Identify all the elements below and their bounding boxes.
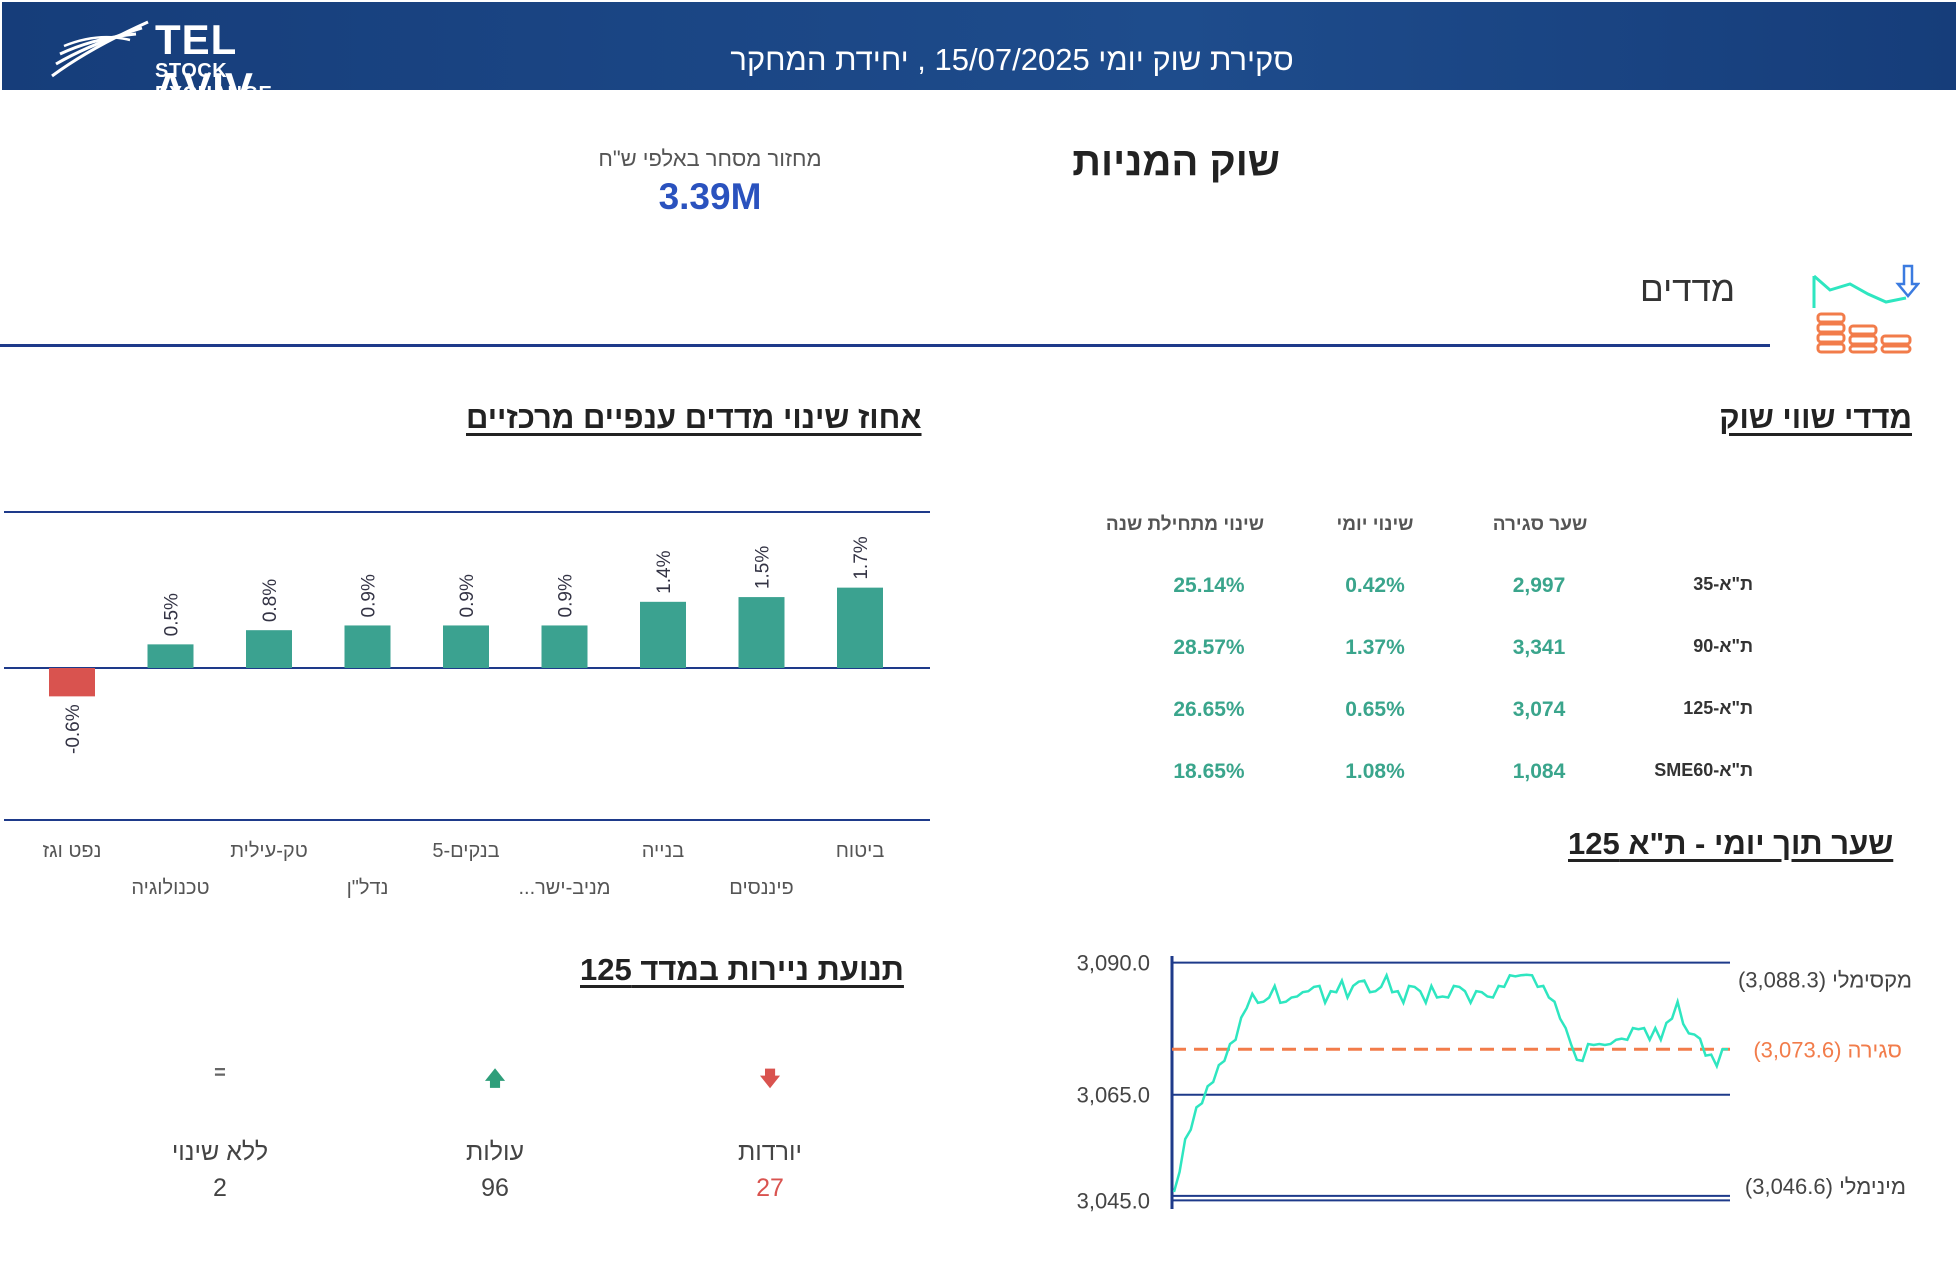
category-label: נדל"ן: [347, 877, 389, 899]
y-tick-label: 3,090.0: [1077, 951, 1150, 976]
sector-bar: [640, 601, 686, 668]
advancers-label: עולות: [465, 1138, 525, 1166]
bar-data-label: 0.5%: [162, 593, 183, 636]
intraday-price-line: [1172, 971, 1728, 1193]
intraday-chart-title: שער תוך יומי - ת"א 125: [1568, 826, 1894, 861]
arrow-down-icon: 🡇: [759, 1068, 781, 1090]
index-close: 3,074: [1512, 698, 1566, 721]
sector-bar: [49, 668, 95, 697]
category-label: ביטוח: [836, 840, 885, 862]
turnover-value: 3.39M: [658, 176, 762, 217]
unchanged-value: 2: [213, 1174, 227, 1202]
col-header-ytd: שינוי מתחילת שנה: [1105, 514, 1265, 535]
col-header-close: שער סגירה: [1492, 514, 1588, 535]
index-name: ת"א-125: [1683, 698, 1753, 718]
close-label: סגירה (3,073.6): [1753, 1037, 1902, 1062]
bar-data-label: 1.5%: [753, 546, 774, 589]
market-cap-indices-title: מדדי שווי שוק: [1719, 400, 1912, 435]
section-divider: [0, 344, 1770, 347]
y-tick-label: 3,065.0: [1077, 1083, 1150, 1108]
sector-chart-title: אחוז שינוי מדדים ענפיים מרכזיים: [466, 400, 922, 435]
max-label: מקסימלי (3,088.3): [1738, 968, 1912, 993]
index-daily-change: 0.65%: [1345, 698, 1405, 721]
sector-bar: [541, 625, 588, 668]
category-label: מניב-ישר...: [518, 877, 610, 899]
sector-bar: [246, 630, 292, 668]
index-close: 1,084: [1512, 760, 1566, 783]
index-daily-change: 0.42%: [1345, 574, 1405, 597]
bar-data-label: 0.8%: [260, 579, 281, 622]
y-tick-label: 3,045.0: [1077, 1188, 1150, 1213]
index-name: ת"א-90: [1693, 636, 1753, 656]
index-name: ת"א-35: [1693, 574, 1753, 594]
turnover-label: מחזור מסחר באלפי ש"ח: [598, 146, 822, 171]
col-header-daily: שינוי יומי: [1336, 514, 1414, 535]
min-label: מינימלי (3,046.6): [1745, 1174, 1906, 1199]
arrow-up-icon: 🡅: [484, 1068, 506, 1090]
sector-bar: [344, 625, 391, 668]
decliners-value: 27: [756, 1174, 784, 1202]
category-label: בנייה: [642, 840, 684, 862]
logo-wave-icon: [51, 20, 149, 78]
equity-market-title: שוק המניות: [1072, 140, 1280, 184]
sector-bar: [738, 597, 785, 668]
bar-data-label: -0.6%: [63, 704, 84, 754]
category-label: טק-עילית: [230, 840, 308, 862]
index-ytd-change: 25.14%: [1173, 574, 1245, 597]
equals-icon: =: [214, 1062, 226, 1084]
bar-data-label: 1.7%: [851, 536, 872, 579]
index-close: 2,997: [1512, 574, 1566, 597]
decliners-label: יורדות: [738, 1138, 802, 1166]
indices-section-label: מדדים: [1640, 270, 1735, 309]
sector-bar: [443, 625, 489, 668]
report-title: סקירת שוק יומי 15/07/2025 , יחידת המחקר: [730, 42, 1294, 77]
logo-main-text: TEL AVIV: [155, 16, 254, 111]
sector-bar-chart: 1.7% 1.5% 1.4% 0.9% 0.9% 0.9% 0.8% 0.5% -0.6% בי…: [4, 511, 930, 899]
index-ytd-change: 18.65%: [1173, 760, 1245, 783]
bar-data-label: 1.4%: [654, 550, 675, 593]
index-ytd-change: 28.57%: [1173, 636, 1245, 659]
tase-logo[interactable]: TEL AVIV STOCK EXCHANGE: [50, 12, 320, 111]
index-daily-change: 1.08%: [1345, 760, 1405, 783]
category-label: בנקים-5: [432, 840, 499, 862]
logo-sub-text: STOCK EXCHANGE: [155, 60, 273, 105]
bar-data-label: 0.9%: [359, 574, 380, 617]
intraday-line-chart: 3,090.03,065.03,045.0 מקסימלי (3,088.3) …: [1077, 951, 1912, 1214]
unchanged-label: ללא שינוי: [171, 1138, 269, 1166]
category-label: פיננסים: [729, 877, 793, 899]
category-label: נפט וגז: [43, 840, 102, 862]
sector-bar: [147, 644, 194, 668]
index-close: 3,341: [1512, 636, 1566, 659]
bar-data-label: 0.9%: [457, 574, 478, 617]
securities-movement-title: תנועת ניירות במדד 125: [580, 952, 904, 987]
index-name: ת"א-SME60: [1654, 760, 1753, 780]
index-daily-change: 1.37%: [1345, 636, 1405, 659]
header-bar: TEL AVIV STOCK EXCHANGE סקירת שוק יומי 1…: [2, 2, 1956, 111]
advancers-value: 96: [481, 1174, 509, 1202]
stock-chart-coins-icon: [1812, 264, 1920, 354]
bar-data-label: 0.9%: [556, 574, 577, 617]
index-ytd-change: 26.65%: [1173, 698, 1245, 721]
category-label: טכנולוגיה: [131, 877, 209, 899]
sector-bar: [837, 587, 883, 668]
